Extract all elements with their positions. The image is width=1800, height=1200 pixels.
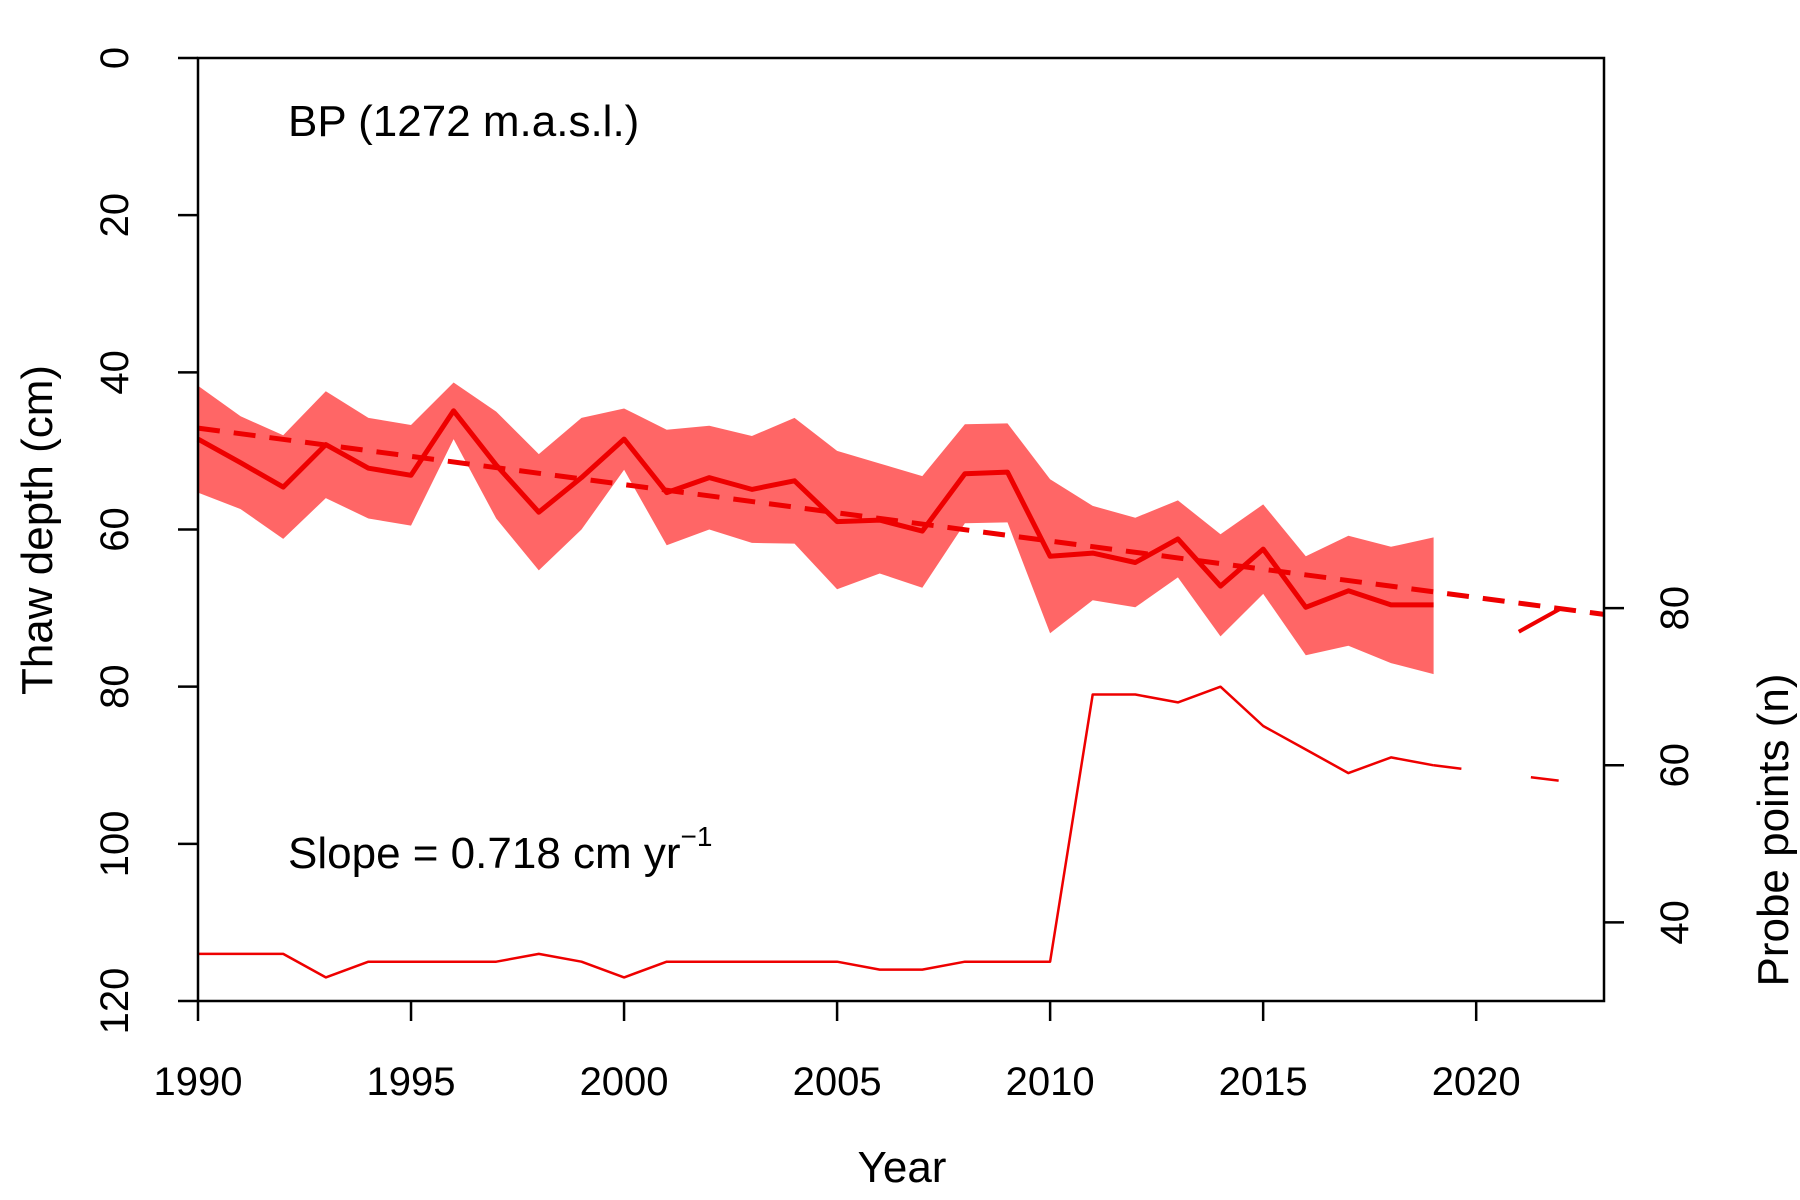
y-left-tick-label: 120 (93, 968, 137, 1035)
x-tick-label: 1995 (367, 1060, 456, 1104)
site-annotation: BP (1272 m.a.s.l.) (288, 97, 639, 146)
x-tick-label: 2005 (793, 1060, 882, 1104)
x-tick-label: 1990 (154, 1060, 243, 1104)
y-left-tick-label: 40 (93, 350, 137, 395)
y-right-tick-label: 60 (1653, 743, 1697, 788)
y-left-tick-label: 80 (93, 664, 137, 709)
probe_points_gap-line (1433, 764, 1562, 783)
slope-annotation: Slope = 0.718 cm yr−1 (288, 821, 712, 878)
y-right-tick-label: 40 (1653, 900, 1697, 945)
y-left-tick-label: 20 (93, 193, 137, 238)
slope-annotation-text: Slope = 0.718 cm yr (288, 829, 681, 878)
mean_thaw_depth-band (198, 382, 1434, 675)
x-tick-label: 2010 (1006, 1060, 1095, 1104)
y-axis-right-title: Probe points (n) (1749, 673, 1798, 986)
y-left-tick-label: 0 (93, 47, 137, 69)
axes-layer: 1990 1995 2000 2005 2010 2015 2020 0 20 40 60 80 100… (93, 47, 1697, 1104)
x-tick-label: 2020 (1432, 1060, 1521, 1104)
series-lines-layer (196, 408, 1605, 979)
y-left-tick-label: 60 (93, 507, 137, 552)
probe_points-line (198, 685, 1434, 979)
mean_thaw_depth-line (196, 408, 1434, 610)
y-axis-left-title: Thaw depth (cm) (13, 365, 62, 695)
x-axis-title: Year (858, 1143, 947, 1192)
y-right-tick-label: 80 (1653, 586, 1697, 631)
y-left-tick-label: 100 (93, 810, 137, 877)
probe_points_tail-line (1517, 606, 1563, 634)
trend_line-line (197, 425, 1605, 617)
x-tick-label: 2015 (1219, 1060, 1308, 1104)
x-tick-label: 2000 (580, 1060, 669, 1104)
slope-annotation-exponent: −1 (681, 821, 713, 852)
confidence-band-layer (198, 382, 1434, 675)
